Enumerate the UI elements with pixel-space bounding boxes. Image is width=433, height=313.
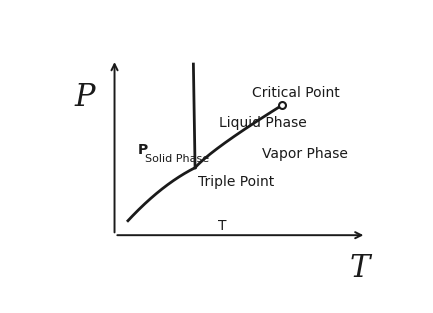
Text: Critical Point: Critical Point bbox=[252, 86, 340, 100]
Text: Solid Phase: Solid Phase bbox=[145, 154, 209, 164]
Text: P: P bbox=[138, 143, 148, 156]
Text: P: P bbox=[74, 82, 95, 113]
Text: T: T bbox=[218, 218, 226, 233]
Text: T: T bbox=[349, 254, 370, 285]
Text: Liquid Phase: Liquid Phase bbox=[219, 116, 306, 130]
Text: Vapor Phase: Vapor Phase bbox=[262, 147, 348, 162]
Text: Triple Point: Triple Point bbox=[198, 175, 275, 189]
